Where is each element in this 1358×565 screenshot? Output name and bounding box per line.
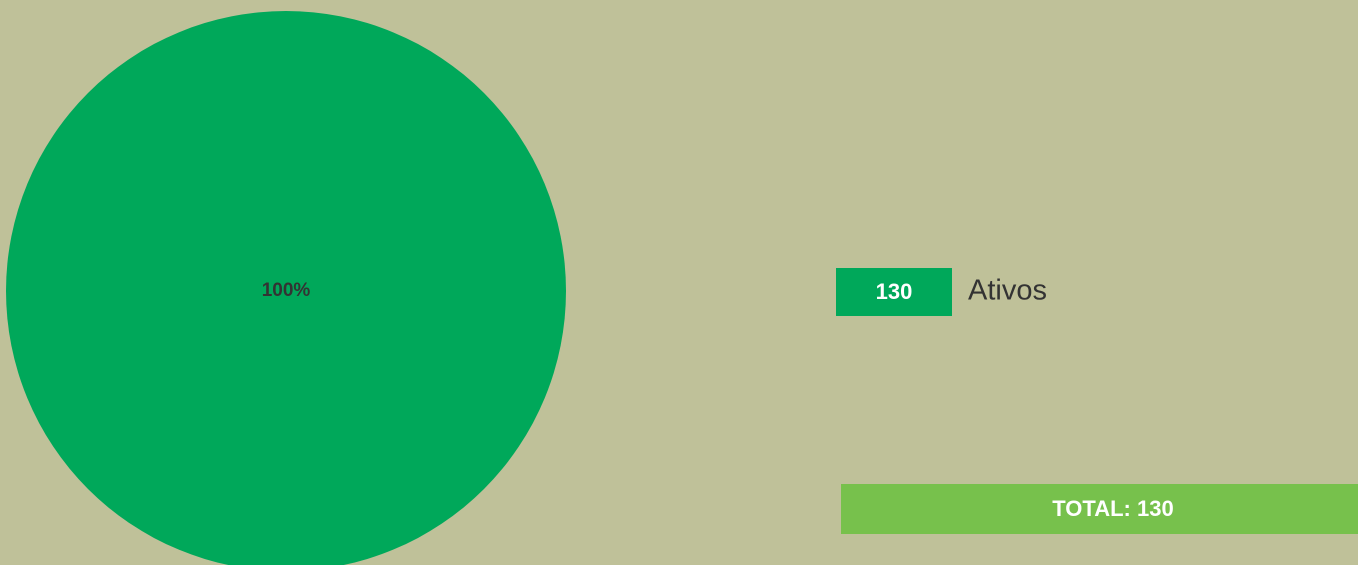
total-text: TOTAL: 130	[1052, 496, 1173, 521]
legend-swatch	[836, 268, 952, 316]
total-box	[841, 484, 1358, 534]
total-label: TOTAL:	[1052, 496, 1131, 521]
total-value: 130	[1137, 496, 1174, 521]
pie-slice	[6, 11, 566, 565]
legend-label: Ativos	[968, 275, 1047, 307]
legend-count: 130	[876, 279, 913, 304]
slice-label: 100%	[262, 280, 311, 301]
